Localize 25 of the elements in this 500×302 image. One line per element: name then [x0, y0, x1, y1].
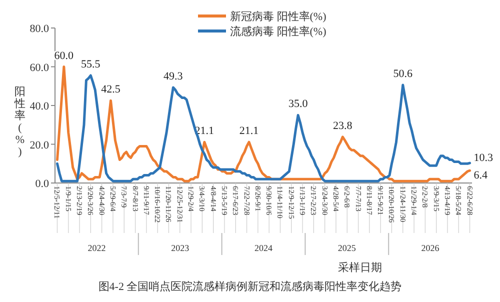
- data-label: 49.3: [164, 70, 184, 82]
- text: 2024: [254, 243, 273, 253]
- data-label: 60.0: [54, 50, 74, 62]
- data-label: 10.3: [474, 152, 494, 164]
- data-label: 35.0: [288, 98, 308, 110]
- y-tick-label: 0.0: [35, 178, 50, 190]
- y-tick-label: 80.0: [30, 23, 50, 35]
- y-axis-title: 阳性率(%): [14, 86, 26, 158]
- text: 2026: [421, 243, 440, 253]
- text: 2023: [171, 243, 190, 253]
- data-label: 55.5: [81, 58, 101, 70]
- data-label: 6.4: [474, 170, 488, 182]
- data-label: 21.1: [239, 125, 259, 138]
- data-label: 23.8: [333, 120, 353, 132]
- y-tick-label: 20.0: [30, 139, 50, 152]
- y-tick-label: 40.0: [30, 100, 50, 112]
- text: 2022: [88, 243, 106, 253]
- y-tick-label: 60.0: [30, 62, 50, 74]
- data-label: 50.6: [393, 68, 413, 80]
- legend-label: 新冠病毒 阳性率(%): [230, 10, 327, 23]
- data-label: 42.5: [101, 84, 121, 96]
- x-axis-title: 采样日期: [338, 261, 382, 274]
- text: 图4-2 全国哨点医院流感样病例新冠和流感病毒阳性率变化趋势: [98, 280, 402, 293]
- legend-label: 流感病毒 阳性率(%): [230, 25, 327, 38]
- text: 2025: [338, 243, 356, 253]
